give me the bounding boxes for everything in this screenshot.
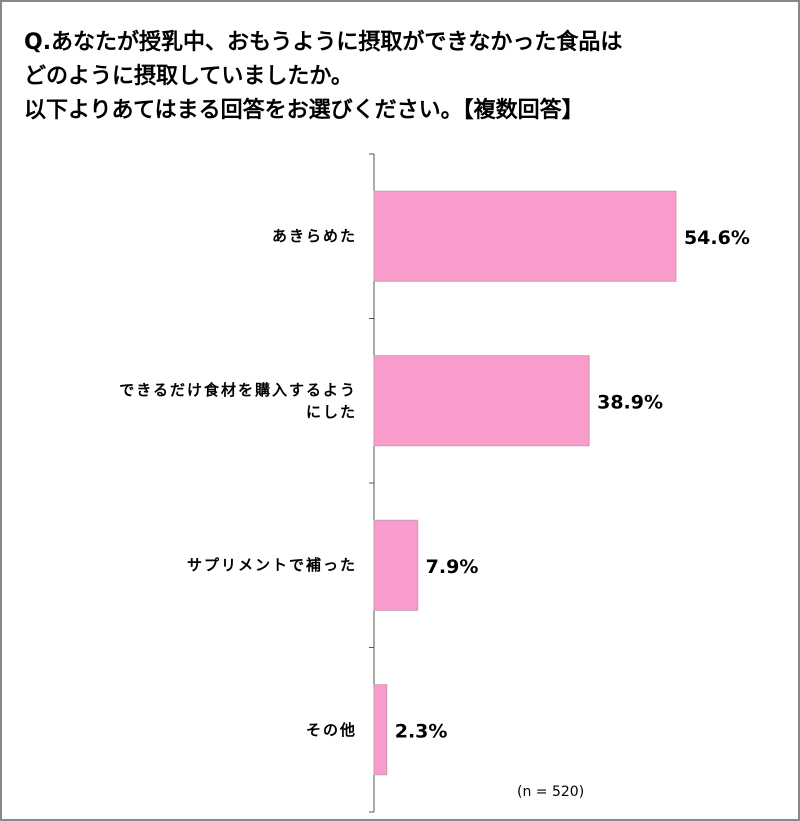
title-line: Q.あなたが授乳中、おもうように摂取ができなかった食品は bbox=[24, 30, 623, 55]
category-label: その他 bbox=[305, 720, 357, 739]
bar bbox=[373, 190, 677, 282]
value-label: 38.9% bbox=[597, 391, 663, 413]
value-label: 54.6% bbox=[684, 227, 750, 249]
title-line: 以下よりあてはまる回答をお選びください。【複数回答】 bbox=[24, 98, 584, 123]
category-label: できるだけ食材を購入するようにした bbox=[119, 380, 357, 421]
bar bbox=[373, 355, 590, 447]
title-line: どのように摂取していましたか。 bbox=[24, 64, 353, 89]
value-label: 7.9% bbox=[426, 556, 479, 578]
bar bbox=[373, 519, 419, 611]
annotation: (n = 520) bbox=[517, 784, 585, 800]
value-label: 2.3% bbox=[395, 720, 448, 742]
category-label: あきらめた bbox=[271, 227, 357, 246]
bar bbox=[373, 684, 388, 776]
category-label: サプリメントで補った bbox=[186, 556, 357, 575]
